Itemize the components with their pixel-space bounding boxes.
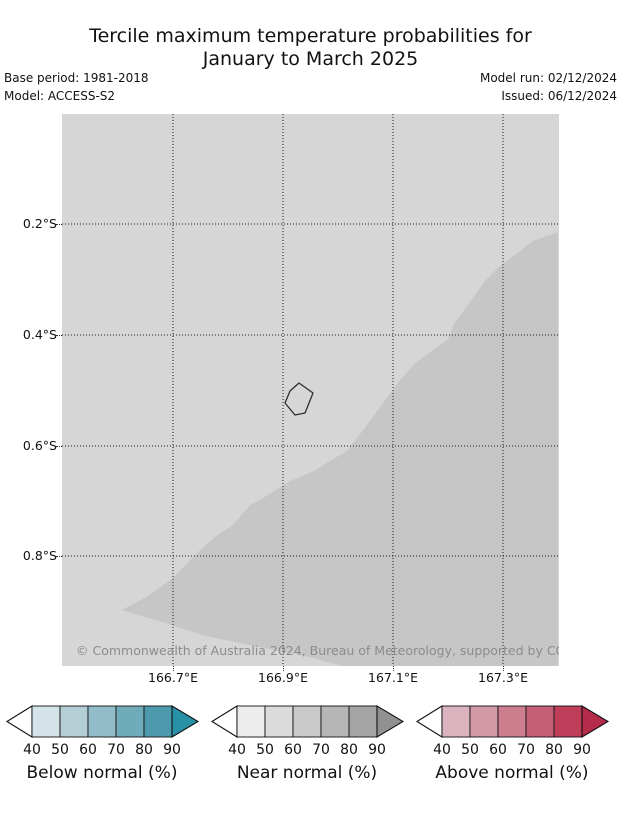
legend-tick-label: 60 — [489, 742, 507, 758]
legend-tick-label: 40 — [228, 742, 246, 758]
legend-tick-label: 50 — [461, 742, 479, 758]
legend-above-normal-title: Above normal (%) — [435, 763, 589, 783]
legend-tick-label: 80 — [545, 742, 563, 758]
meta-left: Base period: 1981-2018 Model: ACCESS-S2 — [4, 69, 149, 105]
legend-arrow-right — [581, 705, 610, 738]
y-axis-label: 0.2°S — [22, 216, 57, 231]
legend-below-normal: 40 50 60 70 80 90 Below normal (%) — [2, 702, 208, 792]
legend-arrow-right — [171, 705, 200, 738]
figure-title: Tercile maximum temperature probabilitie… — [0, 25, 621, 71]
legend-segment — [497, 705, 527, 738]
legend-tick-label: 40 — [23, 742, 41, 758]
legend-tick-label: 70 — [107, 742, 125, 758]
legend-segment — [348, 705, 378, 738]
legend-segment — [441, 705, 471, 738]
figure-title-line2: January to March 2025 — [202, 48, 419, 70]
y-axis-tick — [56, 335, 62, 336]
legend-segment — [264, 705, 294, 738]
legend-segment — [292, 705, 322, 738]
legend-arrow-left — [210, 705, 238, 738]
meta-right: Model run: 02/12/2024 Issued: 06/12/2024 — [480, 69, 617, 105]
x-axis-label: 167.1°E — [368, 670, 418, 685]
legend-tick-label: 40 — [433, 742, 451, 758]
x-axis-label: 166.7°E — [148, 670, 198, 685]
y-axis-tick — [56, 446, 62, 447]
legend-tick-label: 70 — [517, 742, 535, 758]
legend-segment — [31, 705, 61, 738]
legend-tick-label: 60 — [284, 742, 302, 758]
legend-segment — [320, 705, 350, 738]
x-axis-tick — [283, 666, 284, 671]
legend-segment — [553, 705, 583, 738]
y-axis-tick — [56, 224, 62, 225]
probability-band-region — [122, 232, 558, 666]
y-axis-label: 0.4°S — [22, 327, 57, 342]
legend-tick-label: 90 — [368, 742, 386, 758]
model-run-text: Model run: 02/12/2024 — [479, 71, 617, 85]
legend-below-normal-colorbar — [5, 705, 200, 738]
base-period-text: Base period: 1981-2018 — [4, 71, 149, 85]
issued-date-text: Issued: 06/12/2024 — [501, 89, 617, 103]
legend-tick-label: 80 — [340, 742, 358, 758]
x-axis-tick — [393, 666, 394, 671]
legend-tick-label: 80 — [135, 742, 153, 758]
legend-near-normal-title: Near normal (%) — [236, 763, 378, 783]
y-axis-label: 0.8°S — [22, 548, 57, 563]
legend-tick-label: 50 — [51, 742, 69, 758]
y-axis-tick — [56, 556, 62, 557]
legend-tick-label: 60 — [79, 742, 97, 758]
legend-segment — [525, 705, 555, 738]
copyright-text: © Commonwealth of Australia 2024, Bureau… — [76, 643, 559, 658]
map-panel: © Commonwealth of Australia 2024, Bureau… — [62, 114, 559, 666]
legend-segment — [236, 705, 266, 738]
legend-segment — [115, 705, 145, 738]
legend-tick-label: 70 — [312, 742, 330, 758]
legend-above-normal: 40 50 60 70 80 90 Above normal (%) — [412, 702, 618, 792]
figure-title-line1: Tercile maximum temperature probabilitie… — [89, 25, 532, 47]
legend-arrow-right — [376, 705, 405, 738]
legend-segment — [143, 705, 173, 738]
legend-segment — [469, 705, 499, 738]
legend-tick-label: 90 — [573, 742, 591, 758]
map-canvas — [62, 114, 559, 666]
legend-arrow-left — [5, 705, 33, 738]
x-axis-label: 166.9°E — [258, 670, 308, 685]
legend-near-normal-colorbar — [210, 705, 405, 738]
legend-arrow-left — [415, 705, 443, 738]
legend-tick-label: 50 — [256, 742, 274, 758]
x-axis-tick — [503, 666, 504, 671]
island-outline — [284, 382, 314, 416]
legend-segment — [87, 705, 117, 738]
legend-segment — [59, 705, 89, 738]
legend-below-normal-title: Below normal (%) — [26, 763, 178, 783]
model-name-text: Model: ACCESS-S2 — [4, 89, 116, 103]
legend-near-normal: 40 50 60 70 80 90 Near normal (%) — [207, 702, 413, 792]
x-axis-tick — [173, 666, 174, 671]
legend-above-normal-colorbar — [415, 705, 610, 738]
x-axis-label: 167.3°E — [478, 670, 528, 685]
y-axis-label: 0.6°S — [22, 438, 57, 453]
legend-tick-label: 90 — [163, 742, 181, 758]
